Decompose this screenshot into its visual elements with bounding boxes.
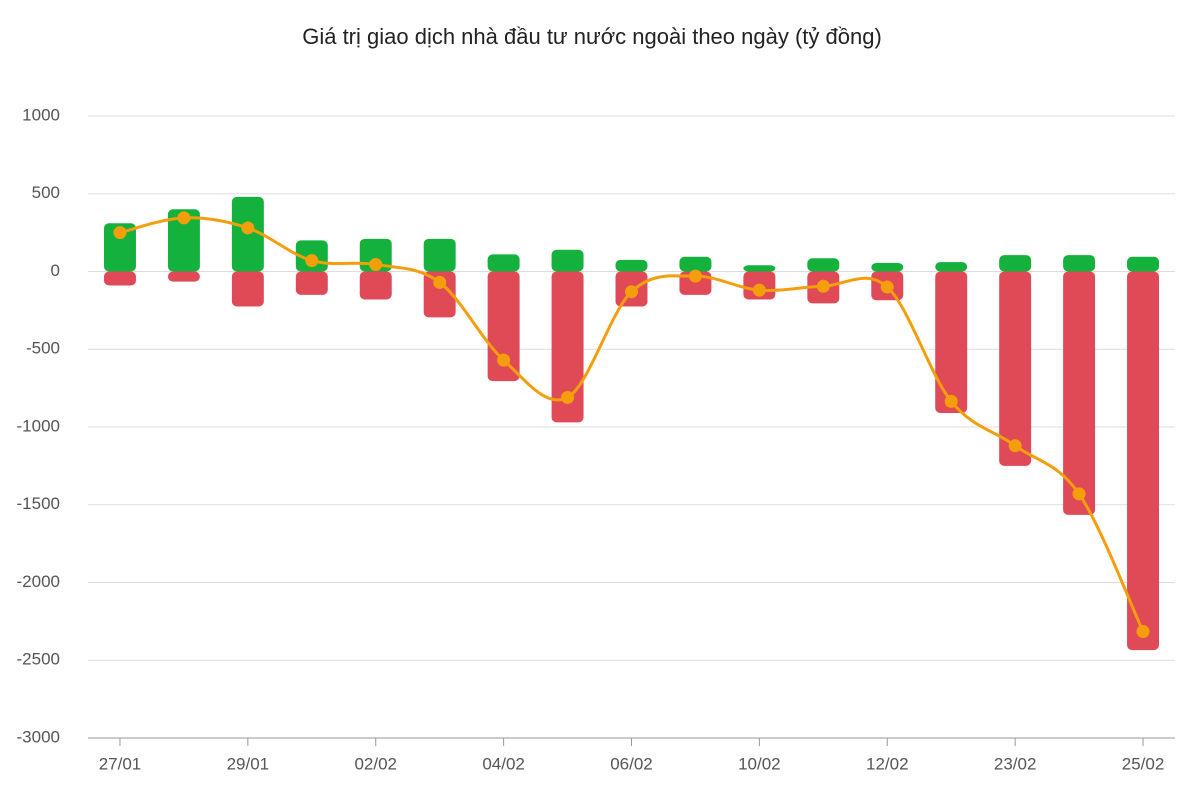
bar xyxy=(1063,255,1096,272)
point xyxy=(241,221,255,235)
point xyxy=(752,283,766,297)
bar xyxy=(871,262,904,272)
bar xyxy=(423,238,456,272)
point xyxy=(1008,439,1022,453)
point xyxy=(305,254,319,268)
x-tick-label: 23/02 xyxy=(994,754,1037,773)
point xyxy=(177,211,191,225)
bar xyxy=(167,209,200,272)
bar xyxy=(359,271,392,300)
x-tick-label: 02/02 xyxy=(354,754,397,773)
bar xyxy=(1063,271,1096,515)
bar xyxy=(807,258,840,272)
point xyxy=(113,226,127,240)
bar xyxy=(935,271,968,414)
y-tick-label: -3000 xyxy=(17,727,60,746)
x-tick-label: 25/02 xyxy=(1122,754,1165,773)
bar xyxy=(679,256,712,272)
bar xyxy=(231,271,264,307)
point xyxy=(497,353,511,367)
x-tick-label: 04/02 xyxy=(482,754,525,773)
chart-title: Giá trị giao dịch nhà đầu tư nước ngoài … xyxy=(302,24,882,49)
y-tick-label: -1500 xyxy=(17,494,60,513)
point xyxy=(369,258,383,272)
point xyxy=(1072,487,1086,501)
bar xyxy=(999,271,1032,466)
bar xyxy=(295,271,328,295)
point xyxy=(944,394,958,408)
bar xyxy=(1127,256,1160,272)
point xyxy=(625,285,638,299)
x-tick-label: 27/01 xyxy=(99,754,142,773)
y-tick-label: -2000 xyxy=(17,572,60,591)
x-tick-label: 10/02 xyxy=(738,754,781,773)
x-tick-label: 29/01 xyxy=(227,754,270,773)
bar xyxy=(167,271,200,282)
bar xyxy=(423,271,456,318)
point xyxy=(880,280,894,294)
point xyxy=(433,275,447,289)
bar xyxy=(551,271,584,423)
point xyxy=(1136,624,1150,638)
y-tick-label: 1000 xyxy=(22,105,60,124)
y-tick-label: -500 xyxy=(26,339,60,358)
bar xyxy=(551,249,584,272)
x-tick-label: 12/02 xyxy=(866,754,909,773)
point xyxy=(816,279,830,293)
y-tick-label: 500 xyxy=(32,183,60,202)
y-tick-label: -2500 xyxy=(17,650,60,669)
bar xyxy=(103,223,136,272)
bar xyxy=(1127,271,1160,651)
bar xyxy=(103,271,136,286)
y-tick-label: 0 xyxy=(51,261,60,280)
point xyxy=(561,390,575,404)
bar xyxy=(999,255,1032,272)
x-tick-label: 06/02 xyxy=(610,754,653,773)
bar xyxy=(935,262,968,272)
bar xyxy=(487,254,520,272)
bar xyxy=(615,259,648,272)
y-tick-label: -1000 xyxy=(17,416,60,435)
bar xyxy=(743,265,776,272)
point xyxy=(688,269,702,283)
